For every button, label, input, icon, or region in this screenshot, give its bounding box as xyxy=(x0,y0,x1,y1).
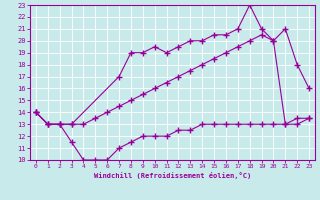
X-axis label: Windchill (Refroidissement éolien,°C): Windchill (Refroidissement éolien,°C) xyxy=(94,172,251,179)
